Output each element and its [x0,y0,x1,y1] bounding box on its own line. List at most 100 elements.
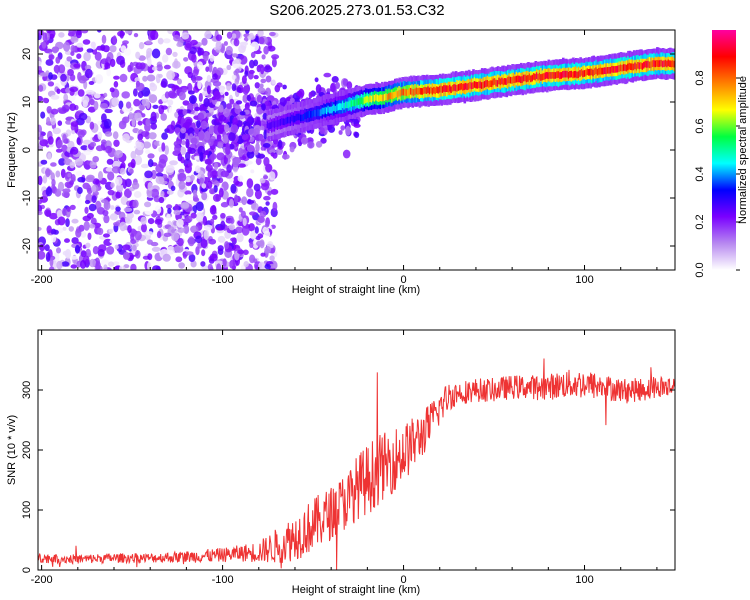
heatmap-cell [119,73,128,83]
heatmap-cell [263,129,268,140]
heatmap-cell [339,103,342,110]
heatmap-cell [220,201,229,208]
heatmap-cell [52,252,60,263]
heatmap-cell [259,83,264,88]
heatmap-cell [389,92,393,99]
heatmap-cell [163,232,172,237]
heatmap-cell [264,264,271,270]
heatmap-cell [190,212,197,219]
heatmap-cell [215,34,223,41]
heatmap-cell [97,131,103,140]
heatmap-cell [204,30,212,40]
heatmap-cell [95,200,102,211]
colorbar-tick-label: 0.4 [694,166,706,181]
heatmap-cell [226,31,233,39]
heatmap-cell [39,72,49,77]
heatmap-cell [160,113,167,121]
heatmap-cell [201,91,209,96]
heatmap-cell [101,139,107,145]
heatmap-cell [586,68,590,76]
heatmap-cell [84,199,91,205]
heatmap-cell [172,51,178,58]
heatmap-cell [174,144,181,154]
heatmap-cell [174,127,181,134]
heatmap-cell [223,155,228,165]
heatmap-cell [659,60,662,67]
heatmap-cell [573,71,577,78]
heatmap-cell [44,209,52,217]
heatmap-cell [181,140,186,146]
heatmap-cell [38,210,43,216]
heatmap-cell [342,149,351,159]
heatmap-cell [102,45,110,53]
heatmap-cell [83,51,91,62]
heatmap-cell [184,215,193,223]
heatmap-cell [217,235,226,243]
heatmap-cell [243,261,249,268]
heatmap-cell [188,254,196,262]
heatmap-cell [376,94,380,102]
heatmap-cell [267,45,276,52]
heatmap-cell [514,76,517,84]
heatmap-cell [264,246,272,254]
heatmap-cell [263,175,269,180]
heatmap-cell [102,210,109,216]
snr-y-axis-label: SNR (10 * v/v) [6,415,18,485]
heatmap-cell [145,118,151,127]
heatmap-cell [334,105,338,113]
heatmap-cell [122,244,131,251]
heatmap-cell [331,76,339,83]
heatmap-cell [485,80,488,87]
heatmap-cell [641,63,645,70]
heatmap-cell [272,120,275,128]
heatmap-cell [195,212,204,223]
heatmap-cell [103,233,110,238]
heatmap-cell [101,113,107,123]
heatmap-cell [272,201,278,212]
heatmap-cell [223,41,228,46]
heatmap-cell [138,55,146,61]
heatmap-cell [253,75,259,80]
heatmap-cell [68,30,77,36]
heatmap-cell [550,72,553,79]
heatmap-cell [140,163,150,169]
heatmap-cell [327,105,330,113]
heatmap-cell [147,159,154,168]
heatmap-cell [56,260,63,270]
heatmap-cell [431,87,435,95]
heatmap-cell [255,157,262,166]
heatmap-cell [246,94,251,102]
heatmap-cell [113,81,119,88]
heatmap-cell [233,38,240,47]
heatmap-cell [344,101,348,109]
heatmap-cell [107,189,115,196]
heatmap-cell [113,221,120,227]
heatmap-cell [262,113,268,120]
heatmap-cell [57,181,65,192]
heatmap-cell [229,177,234,183]
heatmap-cell [89,40,98,50]
heatmap-cell [663,60,666,68]
heatmap-cell [246,150,255,159]
heatmap-cell [627,63,630,71]
heatmap-cell [254,149,259,156]
heatmap-cell [676,53,679,74]
heatmap-cell [235,180,243,187]
heatmap-cell [628,62,632,70]
heatmap-cell [149,83,158,92]
heatmap-cell [129,168,134,174]
heatmap-cell [653,60,656,67]
heatmap-cell [441,86,445,93]
heatmap-cell [314,110,317,117]
heatmap-cell [209,188,215,195]
heatmap-cell [324,106,328,114]
heatmap-cell [109,239,117,244]
heatmap-cell [130,150,137,160]
heatmap-cell [50,117,56,126]
heatmap-cell [42,175,48,184]
heatmap-cell [640,62,643,69]
heatmap-cell [269,149,276,154]
heatmap-cell [151,66,158,71]
heatmap-cell [223,108,231,118]
heatmap-cell [451,84,455,92]
